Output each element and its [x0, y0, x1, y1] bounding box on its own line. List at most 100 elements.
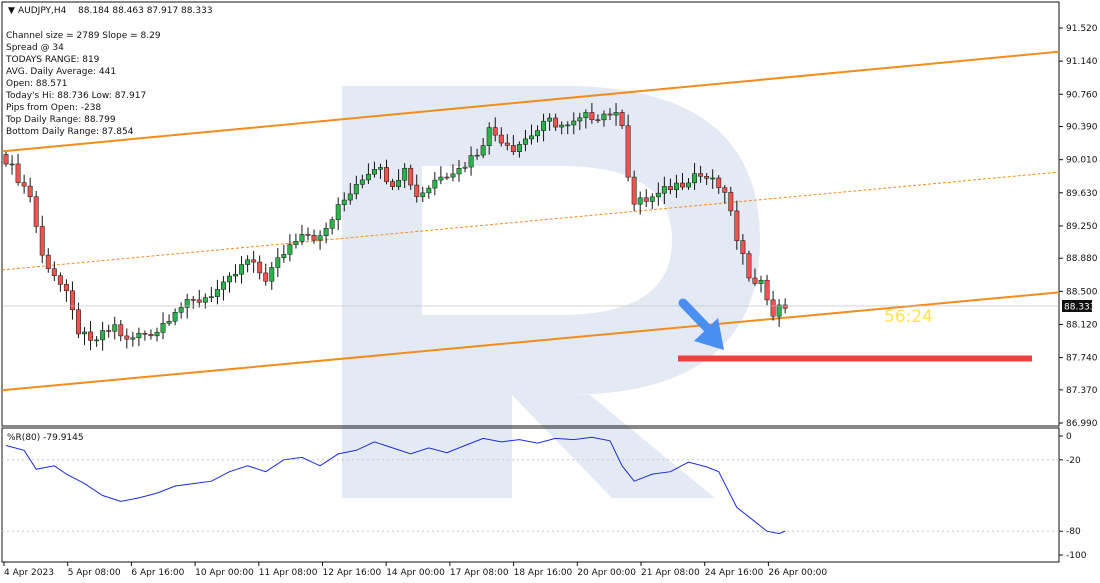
bullish-candle: [583, 112, 589, 119]
bearish-candle: [3, 154, 9, 165]
bearish-candle: [63, 284, 69, 292]
bullish-candle: [323, 228, 329, 237]
x-tick-label: 10 Apr 00:00: [195, 568, 254, 578]
bullish-candle: [516, 144, 522, 152]
y-tick-label: 91.520: [1066, 24, 1098, 34]
bullish-candle: [269, 267, 275, 282]
bullish-candle: [220, 281, 226, 290]
chart-marks: 91.520 91.140 90.760 90.390 90.010 89.630 89.2…: [1, 24, 1098, 578]
bearish-candle: [770, 299, 776, 317]
bearish-candle: [196, 299, 202, 303]
indicator-tick-label: 0: [1066, 432, 1072, 442]
bullish-candle: [184, 299, 190, 308]
bearish-candle: [76, 309, 81, 335]
bullish-candle: [293, 241, 299, 245]
bullish-candle: [673, 182, 679, 191]
y-tick-label: 90.760: [1066, 90, 1098, 100]
bearish-candle: [124, 335, 130, 340]
bullish-candle: [353, 184, 359, 195]
x-tick-label: 4 Apr 2023: [4, 568, 54, 578]
x-tick-label: 20 Apr 00:00: [577, 568, 636, 578]
y-tick-label: 90.010: [1066, 156, 1098, 166]
bearish-candle: [190, 299, 196, 301]
indicator-label: %R(80) -79.9145: [7, 433, 84, 443]
bullish-candle: [9, 163, 15, 166]
info-panel: Channel size = 2789 Slope = 8.29 Spread …: [5, 31, 161, 137]
bullish-candle: [637, 197, 643, 205]
bearish-candle: [118, 324, 124, 337]
bearish-candle: [492, 127, 498, 136]
bearish-candle: [390, 181, 396, 187]
bar-timer: 56:24: [884, 307, 933, 327]
bullish-candle: [541, 120, 547, 131]
info-line: Spread @ 34: [6, 43, 64, 53]
info-line: Top Daily Range: 88.799: [5, 115, 116, 125]
bullish-candle: [559, 124, 565, 128]
bullish-candle: [202, 297, 208, 303]
bullish-candle: [486, 127, 492, 146]
bullish-candle: [613, 112, 619, 116]
bullish-candle: [535, 130, 540, 137]
bullish-candle: [178, 307, 184, 313]
y-tick-label: 88.500: [1066, 287, 1098, 297]
bullish-candle: [227, 275, 232, 283]
bearish-candle: [746, 253, 752, 279]
channel-lower-line: [1, 291, 1060, 392]
y-tick-label: 87.740: [1066, 354, 1098, 364]
bullish-candle: [758, 279, 764, 284]
x-tick-label: 14 Apr 00:00: [386, 568, 445, 578]
bullish-candle: [160, 323, 166, 333]
bullish-candle: [233, 273, 238, 277]
current-price-label: 88.333: [1064, 303, 1096, 313]
bullish-candle: [655, 192, 661, 198]
bearish-candle: [21, 182, 27, 187]
bullish-candle: [480, 145, 486, 156]
bullish-candle: [347, 193, 353, 201]
bearish-candle: [698, 173, 704, 177]
x-tick-label: 6 Apr 16:00: [131, 568, 184, 578]
bearish-candle: [504, 142, 510, 146]
bearish-candle: [631, 176, 637, 205]
bearish-candle: [384, 167, 389, 182]
collapse-triangle-icon[interactable]: ▼: [8, 6, 15, 16]
bearish-candle: [722, 187, 728, 193]
bullish-candle: [649, 196, 655, 202]
bearish-candle: [27, 185, 33, 197]
y-tick-label: 87.370: [1066, 386, 1098, 396]
info-line: TODAYS RANGE: 819: [5, 55, 100, 65]
bearish-candle: [106, 330, 112, 332]
bearish-candle: [734, 210, 740, 241]
bearish-candle: [45, 254, 51, 269]
bearish-candle: [752, 277, 758, 284]
bearish-candle: [589, 112, 595, 121]
info-line: AVG. Daily Average: 441: [6, 67, 116, 77]
info-line: Today's Hi: 88.736 Low: 87.917: [5, 91, 146, 101]
bullish-candle: [565, 124, 571, 127]
bearish-candle: [782, 304, 788, 309]
channel-upper-line: [1, 50, 1060, 153]
bullish-candle: [420, 192, 426, 197]
main-panel-frame: [1, 1, 1060, 427]
y-tick-label: 90.390: [1066, 123, 1098, 133]
bullish-candle: [438, 176, 444, 181]
bullish-candle: [522, 138, 528, 145]
indicator-tick-label: -20: [1066, 456, 1081, 466]
bullish-candle: [661, 186, 667, 194]
bullish-candle: [329, 219, 335, 229]
bearish-candle: [263, 272, 269, 282]
ohlc-values: 88.184 88.463 87.917 88.333: [78, 6, 213, 16]
bullish-candle: [686, 182, 691, 188]
bullish-candle: [172, 312, 178, 322]
bearish-candle: [88, 331, 94, 341]
bullish-candle: [378, 167, 383, 170]
y-tick-label: 86.990: [1066, 419, 1098, 429]
bearish-candle: [619, 112, 625, 126]
bearish-candle: [33, 196, 39, 227]
x-tick-label: 11 Apr 08:00: [259, 568, 318, 578]
bearish-candle: [728, 192, 734, 212]
bearish-candle: [69, 290, 75, 311]
bullish-candle: [402, 167, 408, 181]
bullish-candle: [547, 117, 553, 122]
bearish-candle: [680, 182, 685, 188]
